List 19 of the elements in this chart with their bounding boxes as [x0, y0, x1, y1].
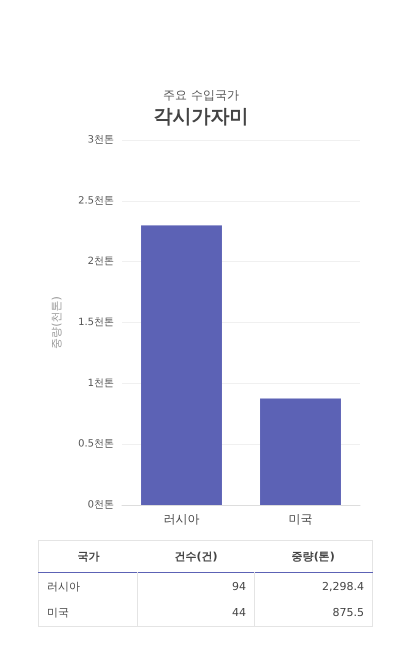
y-tick-label: 1.5천톤: [78, 317, 114, 328]
y-tick-label: 2.5천톤: [78, 195, 114, 206]
text: 44: [138, 600, 255, 626]
text: 건수(건): [173, 549, 219, 565]
y-tick-label: 3천톤: [88, 134, 114, 146]
chart-title: 각시가자미: [154, 106, 248, 128]
y-axis-title: 중량(천톤): [50, 296, 63, 349]
y-tick-label: 0천톤: [88, 500, 114, 510]
text: 미국: [46, 605, 70, 622]
y-tick-label: 2천톤: [88, 256, 114, 268]
text: 875.5: [254, 600, 372, 626]
y-tick-label: 1천톤: [88, 378, 114, 389]
text: 94: [138, 572, 255, 600]
text: 러시아: [46, 578, 81, 595]
y-tick-label: 0.5천톤: [78, 438, 114, 450]
text: 2,298.4: [254, 572, 372, 600]
text: 중량(톤): [290, 549, 336, 565]
text: 국가: [76, 549, 100, 565]
chart-subtitle: 주요 수입국가: [163, 88, 239, 102]
